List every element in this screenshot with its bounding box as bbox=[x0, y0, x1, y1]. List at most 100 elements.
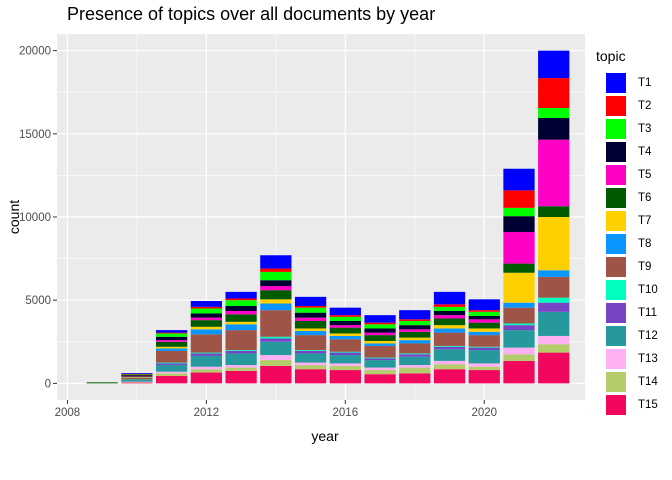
bar-segment-t14-2014 bbox=[260, 360, 292, 366]
bar-segment-zero-2009 bbox=[86, 382, 118, 384]
bar-segment-t10-2021 bbox=[503, 323, 535, 326]
bar-segment-t8-2013 bbox=[225, 324, 257, 331]
legend-item-t12: T12 bbox=[596, 324, 658, 347]
axes: 0 5000 10000 15000 20000 2008 2012 2016 2020 bbox=[19, 46, 497, 419]
bar-stack-2017 bbox=[364, 315, 396, 384]
bar-segment-t2-2019 bbox=[433, 304, 466, 307]
bar-segment-t4-2021 bbox=[503, 216, 535, 232]
legend-label: T10 bbox=[638, 283, 658, 296]
legend-item-t7: T7 bbox=[596, 209, 658, 232]
y-tick-label: 15000 bbox=[19, 129, 51, 141]
x-axis-title: year bbox=[311, 428, 339, 444]
bar-stack-2009 bbox=[86, 382, 118, 384]
bar-segment-t14-2011 bbox=[156, 373, 188, 376]
bar-segment-t13-2022 bbox=[538, 335, 570, 345]
bar-segment-t4-2019 bbox=[433, 310, 466, 316]
bar-segment-t6-2010 bbox=[121, 376, 153, 378]
legend-item-t6: T6 bbox=[596, 186, 658, 209]
legend-swatch bbox=[606, 394, 626, 415]
bar-segment-t3-2014 bbox=[260, 271, 292, 281]
legend-label: T6 bbox=[638, 191, 652, 204]
bar-segment-t15-2020 bbox=[468, 370, 500, 384]
bar-segment-t2-2018 bbox=[399, 319, 431, 321]
bar-segment-t7-2015 bbox=[294, 328, 327, 331]
bar-segment-t12-2015 bbox=[294, 353, 327, 363]
bar-stack-2018 bbox=[399, 310, 431, 384]
bar-segment-t9-2013 bbox=[225, 330, 257, 351]
bar-segment-t4-2018 bbox=[399, 325, 431, 330]
legend-item-t2: T2 bbox=[596, 94, 658, 117]
bar-segment-t14-2017 bbox=[364, 370, 396, 375]
legend-swatch bbox=[606, 279, 626, 300]
bar-stack-2015 bbox=[294, 296, 327, 384]
bar-segment-t8-2015 bbox=[294, 330, 327, 336]
bar-segment-t15-2010 bbox=[121, 382, 153, 384]
bar-segment-t5-2019 bbox=[433, 315, 466, 319]
legend-label: T3 bbox=[638, 122, 652, 135]
bar-segment-t4-2016 bbox=[329, 320, 361, 326]
bar-segment-t7-2022 bbox=[538, 217, 570, 271]
bar-segment-t10-2018 bbox=[399, 353, 431, 355]
legend-swatch bbox=[606, 233, 626, 254]
legend-swatch bbox=[606, 325, 626, 346]
bar-segment-t5-2022 bbox=[538, 139, 570, 207]
bar-segment-t14-2018 bbox=[399, 367, 431, 374]
bar-segment-t1-2013 bbox=[225, 291, 257, 299]
bar-segment-t10-2013 bbox=[225, 350, 257, 351]
y-tick-label: 20000 bbox=[19, 46, 51, 58]
bar-segment-t8-2018 bbox=[399, 340, 431, 344]
legend-swatch bbox=[606, 164, 626, 185]
bar-segment-t13-2012 bbox=[190, 366, 222, 370]
bar-segment-t8-2021 bbox=[503, 302, 535, 308]
bar-segment-t14-2016 bbox=[329, 365, 361, 371]
bar-segment-t6-2017 bbox=[364, 335, 396, 341]
bar-segment-t1-2012 bbox=[190, 301, 222, 307]
bar-segment-t10-2015 bbox=[294, 350, 327, 351]
bar-segment-t10-2022 bbox=[538, 297, 570, 303]
bar-segment-t4-2012 bbox=[190, 313, 222, 318]
bar-segment-t5-2014 bbox=[260, 286, 292, 291]
bar-segment-t7-2016 bbox=[329, 333, 361, 336]
legend-label: T14 bbox=[638, 375, 658, 388]
bar-segment-t1-2019 bbox=[433, 291, 466, 305]
legend-swatch bbox=[606, 302, 626, 323]
bar-segment-t3-2022 bbox=[538, 108, 570, 119]
bar-segment-t14-2020 bbox=[468, 366, 500, 371]
bar-segment-t6-2018 bbox=[399, 331, 431, 338]
bar-segment-t15-2019 bbox=[433, 369, 466, 384]
legend-title: topic bbox=[596, 48, 626, 64]
bar-segment-t3-2018 bbox=[399, 320, 431, 326]
bar-segment-t3-2020 bbox=[468, 311, 500, 316]
bar-segment-t6-2021 bbox=[503, 263, 535, 273]
bar-segment-t11-2016 bbox=[329, 352, 361, 356]
bar-segment-t15-2021 bbox=[503, 360, 535, 384]
bar-stack-2013 bbox=[225, 291, 257, 384]
legend-item-t8: T8 bbox=[596, 232, 658, 255]
bar-segment-t11-2012 bbox=[190, 353, 222, 356]
bar-segment-t1-2020 bbox=[468, 299, 500, 311]
bar-segment-t2-2011 bbox=[156, 332, 188, 334]
bar-stack-2021 bbox=[503, 168, 535, 384]
bar-segment-t3-2011 bbox=[156, 333, 188, 337]
legend-label: T2 bbox=[638, 99, 652, 112]
legend-item-t10: T10 bbox=[596, 278, 658, 301]
legend: topic T1 T2 T3 T4 T5 T6 T7 T8 T9 T10 T11 T12 T13 T14 T… bbox=[596, 48, 658, 416]
bar-segment-t15-2012 bbox=[190, 372, 222, 384]
bar-segment-t1-2021 bbox=[503, 168, 535, 191]
bar-segment-t13-2010 bbox=[121, 381, 153, 383]
bar-segment-t1-2011 bbox=[156, 330, 188, 333]
y-axis-title: count bbox=[6, 200, 22, 234]
bar-segment-t1-2017 bbox=[364, 315, 396, 323]
bar-segment-t14-2013 bbox=[225, 367, 257, 371]
bar-segment-t10-2012 bbox=[190, 352, 222, 354]
bar-segment-t3-2021 bbox=[503, 207, 535, 217]
bar-segment-t8-2012 bbox=[190, 329, 222, 335]
bar-segment-t10-2011 bbox=[156, 362, 188, 364]
bar-segment-t11-2019 bbox=[433, 346, 466, 350]
bar-segment-t2-2016 bbox=[329, 315, 361, 317]
legend-label: T4 bbox=[638, 145, 652, 158]
bar-segment-t13-2015 bbox=[294, 362, 327, 366]
bar-segment-t11-2020 bbox=[468, 347, 500, 351]
bar-segment-t7-2012 bbox=[190, 326, 222, 330]
bars bbox=[86, 50, 570, 384]
